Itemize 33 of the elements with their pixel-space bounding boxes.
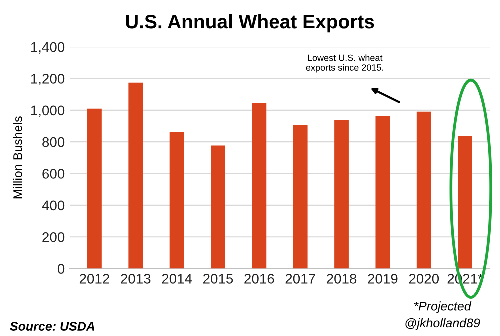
x-tick-label: 2017 [286,274,316,284]
bar [128,82,144,269]
y-tick-label: 200 [42,232,65,242]
bar [458,136,472,269]
x-tick-label: 2020 [409,274,440,284]
x-tick-label: 2016 [244,274,274,284]
x-tick-label: 2012 [80,274,110,284]
source-note: Source: USDA [10,322,95,331]
bar [170,132,184,269]
y-tick-label: 0 [58,264,65,274]
bar [252,102,267,269]
x-tick-label: 2019 [368,274,398,284]
bar [293,124,308,269]
text: *Projected [414,302,472,314]
bar [376,116,390,269]
y-tick-label: 800 [42,137,65,148]
chart-title: U.S. Annual Wheat Exports [126,14,374,33]
x-tick-label: 2013 [121,274,151,284]
bar [88,108,102,269]
y-tick-label: 1,000 [31,106,65,118]
y-tick-label: 400 [42,200,65,211]
bar [211,146,226,269]
bar [334,120,349,269]
bar [416,112,432,269]
y-axis-title: Million Bushels [13,116,22,199]
x-tick-label: 2014 [162,274,192,284]
x-tick-label: 2018 [327,274,357,284]
annotation: Lowest U.S. wheat exports since 2015. [306,54,384,73]
y-tick-label: 1,400 [31,42,65,54]
y-tick-label: 1,200 [31,74,65,86]
x-tick-label: 2015 [203,274,234,284]
y-tick-label: 600 [42,169,65,179]
text: @jkholland89 [406,318,480,330]
